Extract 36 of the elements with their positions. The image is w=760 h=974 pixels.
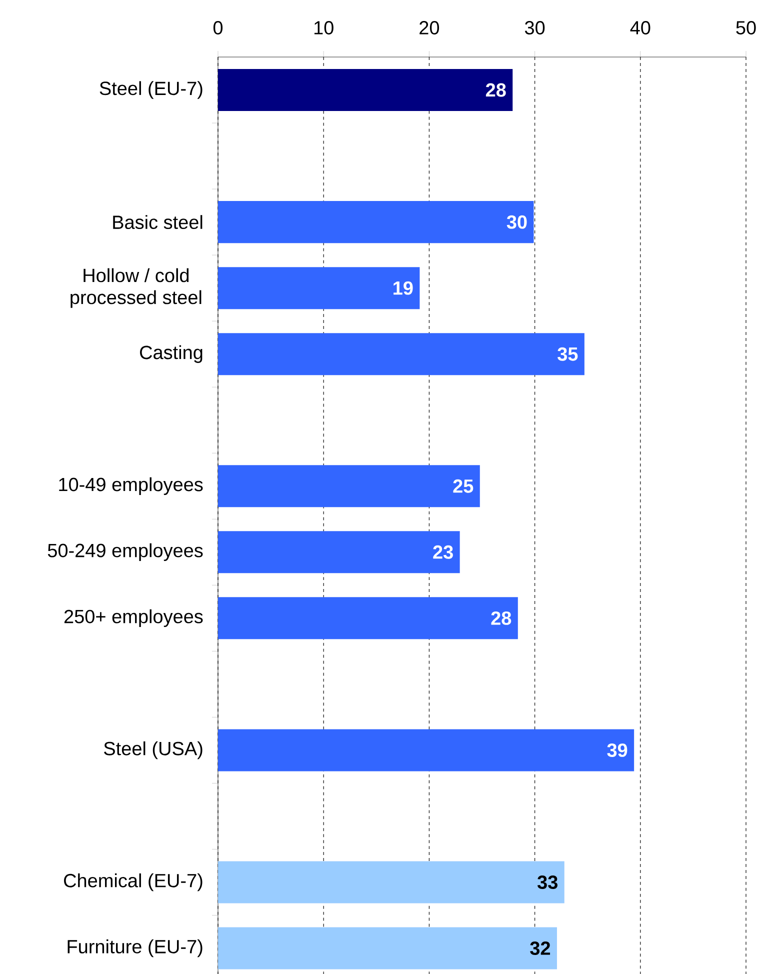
data-label: 39 [607, 743, 628, 757]
y-tick-label: 10-49 employees [59, 477, 203, 495]
bar [218, 69, 513, 112]
x-tick-label: 50 [736, 21, 756, 34]
data-label: 35 [558, 347, 578, 361]
bar [218, 597, 518, 640]
x-tick-label: 0 [213, 21, 223, 34]
bar [218, 729, 634, 772]
x-tick-label: 30 [524, 21, 545, 34]
y-tick-label: Basic steel [113, 215, 202, 230]
y-tick-label: Casting [140, 345, 202, 363]
data-label: 28 [491, 611, 512, 625]
data-label: 23 [433, 545, 453, 559]
y-tick-label: Furniture (EU-7) [68, 939, 202, 958]
bar [218, 927, 557, 970]
data-label: 30 [506, 215, 527, 229]
bar [218, 201, 534, 244]
y-tick-label: Steel (USA) [104, 741, 202, 760]
bar [218, 861, 564, 904]
bar [218, 333, 584, 376]
x-tick-label: 40 [630, 21, 650, 34]
data-label: 32 [530, 942, 550, 956]
x-tick-label: 10 [314, 21, 334, 34]
x-tick-label: 20 [420, 21, 440, 34]
bar [218, 267, 420, 310]
data-label: 19 [394, 281, 413, 295]
bar [218, 531, 460, 574]
data-label: 33 [537, 876, 558, 889]
data-label: 25 [453, 479, 474, 493]
y-tick-label: Chemical (EU-7) [64, 873, 202, 892]
y-tick-label: Hollow / cold processed steel [70, 268, 202, 308]
y-tick-label: 50-249 employees [48, 543, 203, 562]
y-tick-label: 250+ employees [64, 609, 203, 628]
bar [218, 465, 480, 508]
y-tick-label: Steel (EU-7) [100, 81, 202, 99]
data-label: 28 [486, 83, 506, 97]
